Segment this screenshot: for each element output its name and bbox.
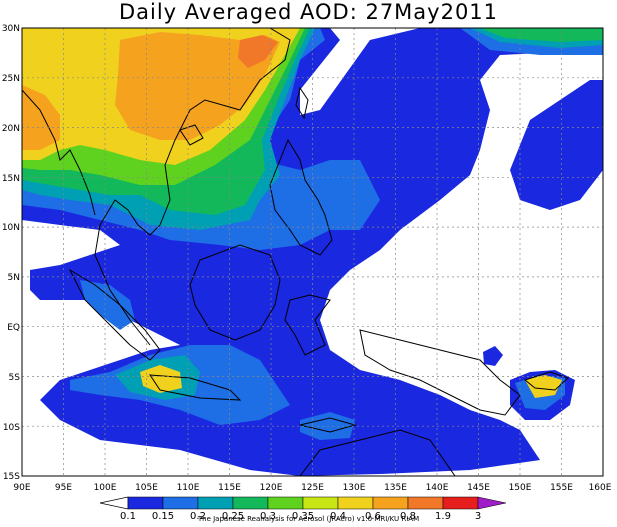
coastline-java (149, 374, 242, 401)
lon-label: 125E (301, 483, 324, 493)
lat-label: 10N (2, 223, 20, 233)
aod-contour-0.25-ne (480, 28, 603, 42)
lon-label: 110E (177, 483, 200, 493)
map-frame (21, 27, 604, 477)
colorbar-label: 0.35 (292, 511, 314, 522)
coastline-taiwan (295, 86, 309, 120)
lon-label: 145E (467, 483, 490, 493)
colorbar-left-triangle (99, 496, 129, 510)
lat-label: 20N (2, 124, 20, 134)
lon-label: 155E (550, 483, 573, 493)
lon-label: 130E (343, 483, 366, 493)
coastline-sumatra (68, 268, 161, 361)
aod-contour-0.8 (238, 35, 278, 68)
coastline-india-bay (22, 89, 96, 216)
colorbar: 0.1 0.15 0.2 0.25 0.3 0.35 0.4 0.6 0.8 1… (99, 496, 507, 522)
lat-label: 15N (2, 174, 20, 184)
latitude-ticks: 30N 25N 20N 15N 10N 5N EQ 5S 10S 15S (2, 24, 20, 482)
colorbar-label: 0.15 (152, 511, 174, 522)
coastline-indochina (94, 28, 291, 346)
lat-label: 10S (3, 423, 20, 433)
coastline-hainan (179, 124, 204, 146)
colorbar-swatch (337, 496, 374, 510)
colorbar-label: 0.8 (400, 511, 416, 522)
colorbar-label: 0.25 (222, 511, 244, 522)
lat-label: 25N (2, 74, 20, 84)
lat-label: EQ (7, 323, 20, 333)
colorbar-swatch (267, 496, 304, 510)
map-title: Daily Averaged AOD: 27May2011 (118, 0, 499, 24)
credit-line: The Japanese Reanalysis for Aerosol (JRA… (197, 515, 420, 523)
coastline-newguinea (359, 329, 521, 416)
lon-label: 95E (55, 483, 72, 493)
colorbar-right-triangle (477, 496, 507, 510)
aod-contour-0.15-sw (80, 280, 135, 330)
colorbar-label: 1.9 (435, 511, 451, 522)
aod-contour-0.1-small (483, 346, 503, 366)
lat-label: 30N (2, 24, 20, 34)
colorbar-swatch (407, 496, 444, 510)
colorbar-label: 3 (475, 511, 481, 522)
aod-contour-0.4-newguinea (525, 375, 562, 398)
colorbar-swatch (232, 496, 269, 510)
coastline-sulawesi (284, 294, 331, 356)
grid-lines (22, 28, 603, 476)
longitude-ticks: 90E 95E 100E 105E 110E 115E 120E 125E 13… (13, 483, 611, 493)
lon-label: 100E (94, 483, 117, 493)
lat-label: 15S (3, 472, 20, 482)
coastlines (22, 28, 569, 476)
colorbar-label: 0.4 (330, 511, 346, 522)
colorbar-swatch (372, 496, 409, 510)
lon-label: 140E (426, 483, 449, 493)
colorbar-label: 0.6 (365, 511, 381, 522)
lon-label: 160E (589, 483, 612, 493)
aod-contour-0.6 (115, 32, 280, 140)
coastline-timor (299, 417, 357, 433)
colorbar-label: 0.1 (120, 511, 136, 522)
colorbar-swatch (442, 496, 479, 510)
lon-label: 120E (260, 483, 283, 493)
coastline-borneo (189, 244, 281, 341)
coastline-australia (299, 429, 456, 476)
colorbar-label: 0.2 (190, 511, 206, 522)
colorbar-swatch (302, 496, 339, 510)
lat-label: 5N (8, 273, 20, 283)
lon-label: 115E (218, 483, 241, 493)
colorbar-swatch (127, 496, 164, 510)
lon-label: 135E (384, 483, 407, 493)
aod-contour-0.4-java (140, 365, 182, 393)
coastline-philippines (269, 138, 333, 256)
colorbar-swatch (197, 496, 234, 510)
lon-label: 90E (13, 483, 30, 493)
lat-label: 5S (9, 373, 21, 383)
colorbar-label: 0.3 (260, 511, 276, 522)
aod-field (22, 28, 603, 476)
colorbar-swatch (162, 496, 199, 510)
lon-label: 105E (135, 483, 158, 493)
lon-label: 150E (509, 483, 532, 493)
